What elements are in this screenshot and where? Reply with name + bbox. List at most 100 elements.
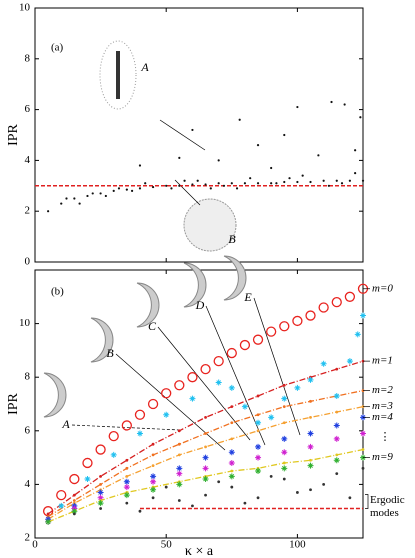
data-point <box>189 395 196 402</box>
data-point <box>72 493 76 497</box>
data-point <box>46 512 50 516</box>
data-point <box>136 430 143 437</box>
plot-frame <box>34 7 364 263</box>
pointer <box>205 305 266 446</box>
data-point <box>178 184 181 187</box>
data-point <box>99 474 102 478</box>
data-point <box>125 466 129 470</box>
y-tick-label: 2 <box>25 532 31 544</box>
data-point <box>309 458 312 462</box>
data-point <box>243 501 247 505</box>
pointer <box>253 297 301 436</box>
data-point <box>283 180 286 184</box>
data-point <box>226 347 237 359</box>
data-point <box>104 194 107 198</box>
data-point <box>60 202 63 205</box>
data-point <box>255 468 262 474</box>
data-point <box>354 172 357 175</box>
legend-label: m=3 <box>372 400 393 412</box>
data-point <box>309 180 312 184</box>
data-point <box>97 500 104 507</box>
data-point <box>344 291 356 302</box>
data-point <box>361 448 365 451</box>
data-point <box>125 474 129 478</box>
data-point <box>361 466 365 470</box>
data-point <box>217 480 221 484</box>
pointer <box>157 326 251 441</box>
pointer <box>71 424 181 431</box>
data-point <box>255 443 262 450</box>
data-point <box>307 376 314 383</box>
data-point <box>151 442 155 446</box>
data-point <box>288 177 291 180</box>
legend-label: m=2 <box>372 384 393 396</box>
panel-label: (b) <box>51 286 64 298</box>
inset-core <box>116 51 120 99</box>
data-point <box>296 105 299 109</box>
data-point <box>72 499 76 502</box>
data-point <box>294 384 301 391</box>
data-point <box>281 395 288 402</box>
data-point <box>222 184 226 187</box>
ellipsis: ⋮ <box>380 431 391 443</box>
data-point <box>309 399 312 403</box>
x-tick-label: 50 <box>161 539 173 551</box>
inset-shape <box>183 198 237 252</box>
x-tick-label: 100 <box>289 539 306 551</box>
data-point <box>97 489 104 496</box>
data-point <box>150 478 157 485</box>
data-point <box>346 358 353 365</box>
data-point <box>252 334 264 345</box>
data-point <box>177 453 181 457</box>
y-tick-label: 6 <box>25 424 31 436</box>
inset-label: B <box>228 232 236 246</box>
data-point <box>161 388 172 399</box>
data-point <box>165 184 168 187</box>
data-point <box>249 177 252 180</box>
data-point <box>45 518 52 525</box>
inset-label: B <box>106 346 114 360</box>
data-point <box>138 509 142 513</box>
data-point <box>307 443 314 450</box>
legend-label: m=1 <box>372 355 393 367</box>
data-point <box>279 321 290 332</box>
data-point <box>270 182 273 185</box>
data-point <box>123 478 130 485</box>
data-point <box>191 128 194 132</box>
data-point <box>134 409 146 420</box>
data-point <box>330 100 333 104</box>
data-point <box>335 453 339 457</box>
data-point <box>282 477 286 481</box>
y-axis-label: IPR <box>6 123 21 145</box>
data-point <box>269 474 273 478</box>
inset-label: A <box>61 417 70 431</box>
data-point <box>200 364 211 375</box>
data-point <box>309 488 312 492</box>
data-point <box>164 485 168 489</box>
data-point <box>176 481 183 488</box>
data-point <box>360 430 366 437</box>
inset-shape <box>183 262 207 308</box>
data-point <box>228 449 235 456</box>
data-point <box>204 445 207 449</box>
data-point <box>282 383 286 387</box>
data-point <box>296 491 299 494</box>
data-point <box>256 182 260 185</box>
data-point <box>296 180 299 184</box>
data-point <box>256 413 260 417</box>
data-point <box>108 431 119 442</box>
data-point <box>174 380 185 391</box>
data-point <box>82 457 93 469</box>
series-line <box>47 360 364 515</box>
data-point <box>322 483 326 486</box>
data-point <box>204 416 207 419</box>
data-point <box>202 465 209 472</box>
data-point <box>215 379 222 386</box>
data-point <box>47 210 50 213</box>
data-point <box>282 461 286 465</box>
data-point <box>243 182 247 185</box>
data-point <box>209 187 212 190</box>
x-tick-label: 0 <box>32 539 38 551</box>
y-tick-label: 8 <box>25 52 31 64</box>
